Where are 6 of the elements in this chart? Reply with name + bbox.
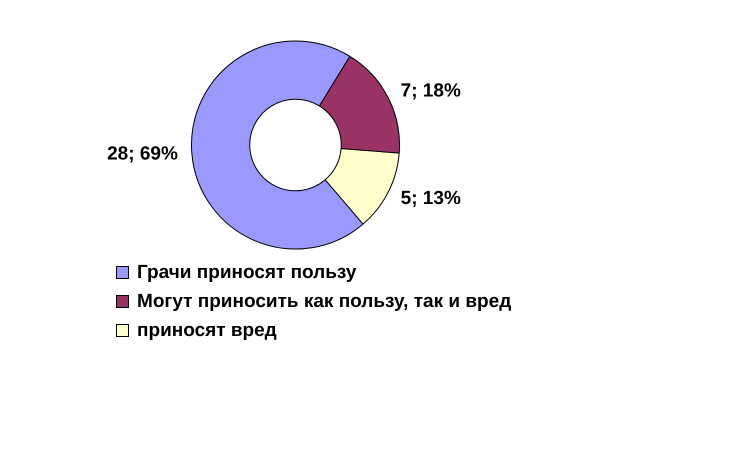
data-label: 5; 13%	[400, 188, 461, 209]
data-label: 7; 18%	[400, 80, 461, 102]
legend-label: Могут приносить как пользу, так и вред	[137, 290, 512, 312]
data-label: 28; 69%	[107, 143, 178, 164]
legend-label: Грачи приносят пользу	[137, 262, 356, 284]
legend-label: приносят вред	[137, 320, 277, 342]
